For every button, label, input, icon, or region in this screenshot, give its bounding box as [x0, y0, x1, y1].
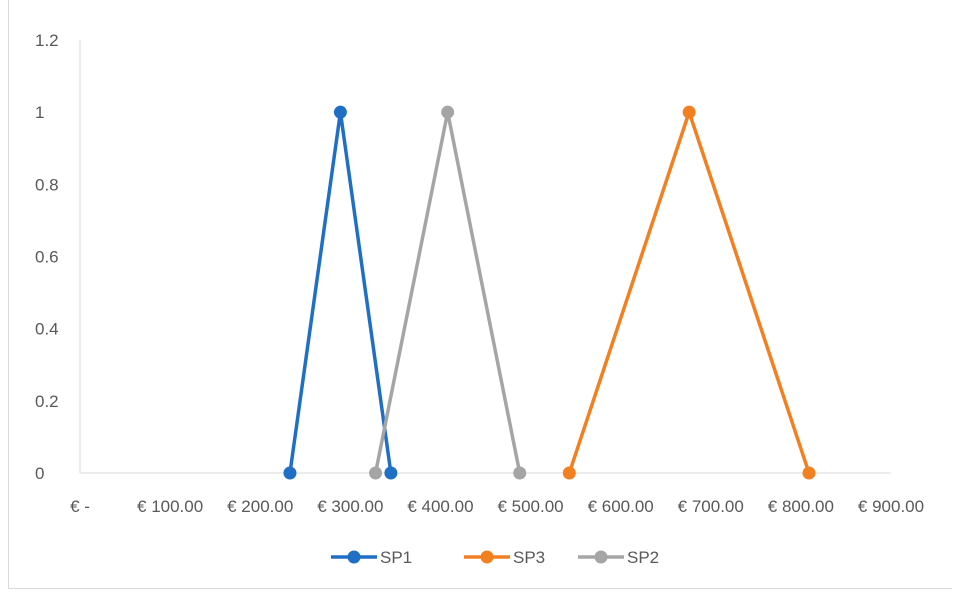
data-point-sp2: [513, 466, 527, 480]
legend-label-sp2: SP2: [627, 548, 659, 567]
series-sp2: [369, 105, 527, 480]
x-tick-label: € 400.00: [407, 497, 473, 516]
legend-marker-sp2: [594, 550, 608, 564]
data-point-sp2: [441, 105, 455, 119]
series-sp3: [562, 105, 816, 480]
series-sp1: [283, 105, 398, 480]
x-tick-label: € 800.00: [768, 497, 834, 516]
series-line-sp1: [288, 110, 393, 474]
legend-item-sp2: SP2: [578, 548, 659, 567]
legend-item-sp3: SP3: [464, 548, 545, 567]
legend-item-sp1: SP1: [331, 548, 412, 567]
x-tick-label: € 500.00: [497, 497, 563, 516]
x-tick-label: € 700.00: [678, 497, 744, 516]
x-tick-label: € 200.00: [227, 497, 293, 516]
data-point-sp1: [283, 466, 297, 480]
data-point-sp2: [369, 466, 383, 480]
legend: SP1 SP3 SP2: [331, 548, 659, 567]
x-tick-label: € 300.00: [317, 497, 383, 516]
series-line-sp2: [373, 110, 522, 474]
y-tick-label: 0.8: [35, 175, 59, 194]
data-point-sp3: [682, 105, 696, 119]
y-tick-label: 1.2: [35, 31, 59, 50]
x-tick-label: € 600.00: [588, 497, 654, 516]
series-layer: [283, 105, 816, 480]
x-tick-label: € 900.00: [858, 497, 924, 516]
legend-marker-sp1: [347, 550, 361, 564]
chart-frame: 0 0.2 0.4 0.6 0.8 1 1.2 € - € 100.00 € 200.00 € 3…: [8, 0, 952, 589]
legend-label-sp1: SP1: [380, 548, 412, 567]
y-tick-label: 0.6: [35, 248, 59, 267]
data-point-sp3: [562, 466, 576, 480]
series-line-sp3: [567, 110, 811, 474]
y-tick-label: 0.4: [35, 320, 59, 339]
x-axis: € - € 100.00 € 200.00 € 300.00 € 400.00 € 500…: [70, 472, 924, 516]
x-tick-label: € 100.00: [137, 497, 203, 516]
y-axis: 0 0.2 0.4 0.6 0.8 1 1.2: [35, 31, 81, 483]
y-tick-label: 1: [35, 103, 44, 122]
y-tick-label: 0: [35, 464, 44, 483]
x-tick-label: € -: [70, 497, 90, 516]
legend-marker-sp3: [480, 550, 494, 564]
data-point-sp1: [333, 105, 347, 119]
data-point-sp3: [802, 466, 816, 480]
line-chart: 0 0.2 0.4 0.6 0.8 1 1.2 € - € 100.00 € 200.00 € 3…: [35, 31, 924, 567]
y-tick-label: 0.2: [35, 392, 59, 411]
data-point-sp1: [384, 466, 398, 480]
legend-label-sp3: SP3: [513, 548, 545, 567]
